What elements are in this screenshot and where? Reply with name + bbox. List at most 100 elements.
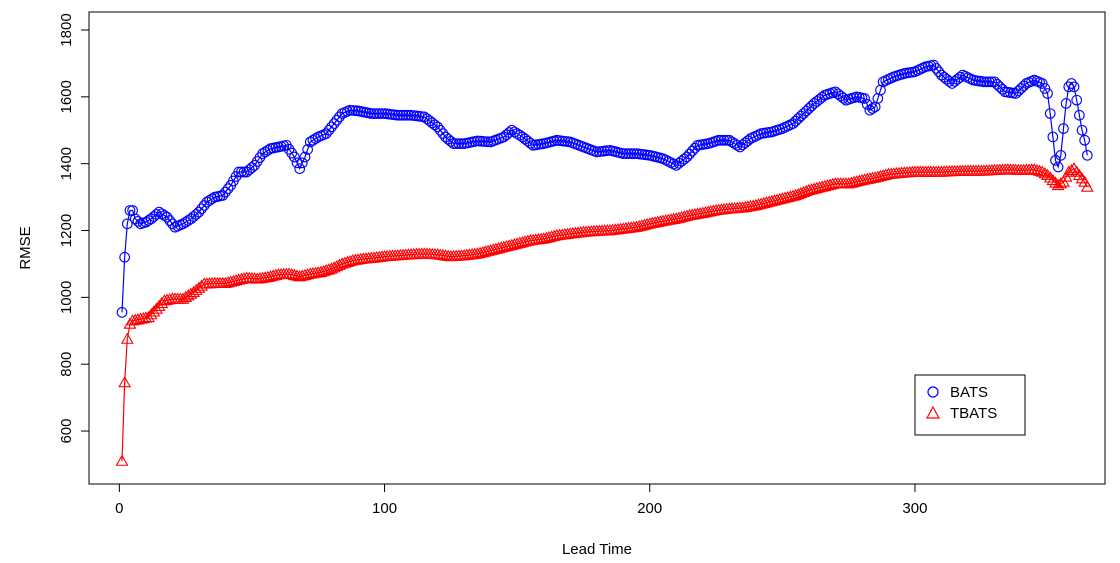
- tbats-point: [150, 302, 163, 314]
- bats-point: [503, 127, 515, 138]
- tbats-point: [494, 241, 508, 253]
- tbats-point: [767, 194, 781, 206]
- bats-point: [153, 206, 165, 218]
- bats-point: [928, 59, 939, 71]
- tbats-point: [481, 244, 495, 256]
- legend-bats-marker: [927, 386, 939, 398]
- tbats-point: [815, 180, 829, 192]
- bats-point: [291, 157, 303, 169]
- tbats-point: [189, 283, 203, 295]
- bats-point: [1055, 149, 1067, 161]
- tbats-point: [791, 187, 805, 200]
- bats-point: [156, 208, 168, 220]
- bats-point: [726, 136, 738, 148]
- tbats-point: [229, 274, 243, 286]
- bats-point: [190, 209, 202, 220]
- legend-tbats-label: TBATS: [950, 405, 997, 422]
- tbats-point: [126, 314, 140, 326]
- tbats-point: [497, 240, 511, 252]
- y-tick-label: 1400: [58, 147, 75, 180]
- bats-point: [296, 157, 308, 169]
- bats-point: [1081, 149, 1093, 161]
- bats-point: [1058, 123, 1069, 134]
- tbats-point: [1075, 172, 1089, 184]
- bats-point: [450, 138, 462, 149]
- tbats-point: [492, 241, 506, 254]
- y-axis: 600 800 1000 1200 1400 1600 1800: [58, 13, 89, 444]
- bats-point: [718, 134, 730, 146]
- bats-point: [180, 216, 191, 228]
- bats-point: [681, 151, 693, 163]
- bats-point: [716, 134, 727, 146]
- tbats-point: [781, 190, 795, 203]
- y-tick-label: 1800: [58, 13, 75, 46]
- tbats-point: [537, 232, 551, 244]
- bats-point: [299, 151, 311, 163]
- series-layer: [115, 59, 1094, 466]
- bats-point: [434, 124, 446, 136]
- bats-point: [217, 190, 229, 201]
- tbats-point: [545, 230, 559, 242]
- tbats-point: [754, 197, 768, 209]
- bats-point: [132, 215, 144, 227]
- tbats-point: [476, 245, 490, 258]
- bats-point: [713, 134, 725, 146]
- tbats-point: [335, 257, 349, 269]
- bats-point: [1018, 80, 1030, 92]
- tbats-point: [505, 238, 519, 250]
- tbats-point: [823, 178, 837, 190]
- tbats-point: [128, 313, 142, 325]
- bats-point: [1060, 98, 1072, 109]
- bats-point: [1039, 83, 1051, 94]
- tbats-point: [762, 195, 776, 207]
- tbats-point: [317, 264, 330, 277]
- legend-tbats-marker: [925, 405, 941, 419]
- bats-point: [453, 138, 465, 149]
- tbats-point: [139, 311, 153, 323]
- bats-point: [981, 76, 992, 88]
- tbats-point: [502, 239, 516, 251]
- tbats-point: [1064, 163, 1078, 176]
- tbats-point: [1043, 171, 1057, 183]
- bats-point: [1076, 124, 1088, 136]
- bats-point: [837, 92, 849, 104]
- tbats-point: [640, 217, 654, 230]
- tbats-point: [470, 247, 484, 259]
- bats-point: [421, 113, 433, 125]
- bats-point: [328, 118, 340, 129]
- tbats-point: [868, 171, 882, 183]
- x-axis: 0 100 200 300: [115, 484, 927, 517]
- bats-point: [201, 196, 213, 208]
- legend-box: [914, 374, 1026, 436]
- tbats-point: [1070, 165, 1084, 177]
- bats-point: [119, 251, 131, 263]
- tbats-point: [338, 256, 352, 268]
- tbats-point: [333, 258, 346, 270]
- bats-point: [164, 215, 176, 226]
- bats-point: [986, 76, 998, 88]
- bats-point: [121, 218, 133, 230]
- bats-point: [1074, 109, 1085, 121]
- tbats-point: [542, 230, 556, 243]
- bats-point: [323, 124, 335, 136]
- bats-point: [1044, 108, 1056, 119]
- tbats-point: [677, 210, 691, 222]
- tbats-point: [118, 375, 132, 388]
- bats-point: [978, 76, 990, 88]
- bats-point: [625, 148, 637, 160]
- tbats-point: [669, 212, 683, 224]
- bats-point: [177, 218, 189, 230]
- tbats-point: [131, 313, 145, 325]
- y-tick-label: 600: [58, 419, 75, 444]
- bats-point: [445, 136, 457, 147]
- tbats-point: [478, 245, 492, 257]
- bats-point: [1071, 94, 1083, 106]
- tbats-point: [765, 194, 779, 207]
- tbats-point: [152, 299, 166, 311]
- tbats-point: [850, 175, 864, 187]
- bats-point: [944, 76, 955, 87]
- tbats-point: [1027, 163, 1041, 175]
- bats-point: [620, 148, 632, 160]
- tbats-point: [842, 177, 856, 189]
